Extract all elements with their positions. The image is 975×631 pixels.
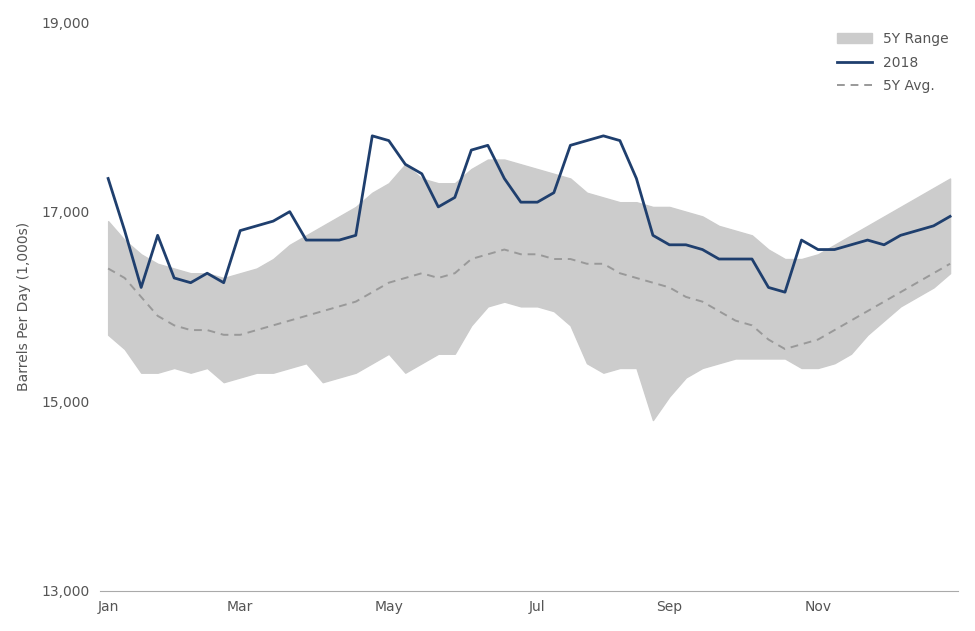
- Legend: 5Y Range, 2018, 5Y Avg.: 5Y Range, 2018, 5Y Avg.: [832, 27, 955, 99]
- Y-axis label: Barrels Per Day (1,000s): Barrels Per Day (1,000s): [17, 222, 30, 391]
